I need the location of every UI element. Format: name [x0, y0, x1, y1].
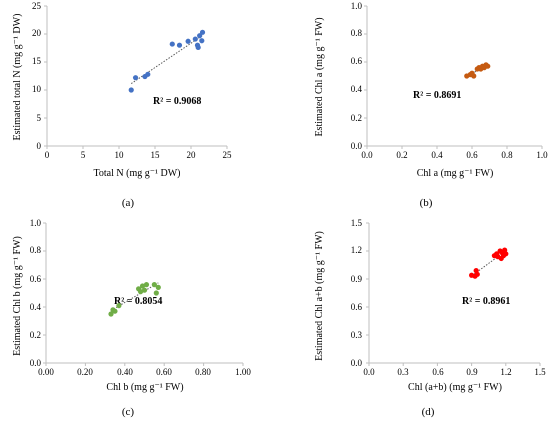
b-ytick-5: 1.0 [351, 1, 363, 11]
b-y-axis-label: Estimated Chl a (mg g⁻¹ FW) [314, 17, 325, 136]
c-data-point [139, 283, 146, 289]
d-x-axis-label: Chl (a+b) (mg g⁻¹ FW) [408, 382, 502, 393]
c-xtick-2: 0.40 [117, 367, 133, 377]
a-data-point [169, 41, 175, 47]
d-ytick-5: 1.5 [351, 218, 363, 228]
b-x-axis-label: Chl a (mg g⁻¹ FW) [417, 168, 494, 179]
c-data-point [151, 282, 157, 288]
plot-c [43, 222, 244, 366]
a-data-point [195, 44, 201, 51]
a-data-point [185, 38, 191, 44]
c-data-point [141, 287, 148, 293]
a-xtick-5: 25 [223, 150, 233, 160]
d-data-point [474, 271, 480, 277]
a-x-axis-label: Total N (mg g⁻¹ DW) [93, 168, 180, 179]
c-data-point [112, 308, 118, 314]
a-data-point [128, 87, 134, 93]
d-ytick-3: 0.9 [351, 274, 363, 284]
panel-d: 0.0 0.3 0.6 0.9 1.2 1.5 0.0 0.3 0.6 0.9 … [314, 218, 546, 418]
b-r2-label: R² = 0.8691 [413, 90, 461, 101]
b-ytick-4: 0.8 [351, 28, 363, 38]
b-ytick-3: 0.6 [351, 56, 363, 66]
d-xtick-1: 0.3 [397, 367, 409, 377]
b-xtick-3: 0.6 [466, 150, 478, 160]
plot-d [366, 222, 541, 366]
c-ytick-2: 0.4 [30, 302, 42, 312]
c-data-point [153, 290, 159, 296]
c-data-point [143, 282, 150, 288]
c-ytick-0: 0.0 [30, 358, 42, 368]
c-ytick-1: 0.2 [30, 330, 41, 340]
a-panel-label: (a) [122, 197, 135, 209]
d-xtick-2: 0.6 [432, 367, 444, 377]
d-data-point [503, 251, 509, 257]
b-xtick-5: 1.0 [536, 150, 548, 160]
a-xtick-3: 15 [151, 150, 161, 160]
d-xtick-5: 1.5 [534, 367, 546, 377]
c-data-point [137, 289, 144, 295]
b-data-point [485, 63, 491, 69]
c-xtick-4: 0.80 [195, 367, 211, 377]
a-data-point [192, 36, 198, 42]
d-panel-label: (d) [422, 406, 435, 418]
c-x-axis-label: Chl b (mg g⁻¹ FW) [106, 382, 183, 393]
panel-c: 0.00 0.20 0.40 0.60 0.80 1.00 0.0 0.2 0.… [12, 218, 251, 418]
c-y-axis-label: Estimated Chl b (mg g⁻¹ FW) [12, 236, 23, 356]
c-data-point [116, 303, 122, 309]
a-data-point [199, 38, 205, 44]
plot-a [44, 5, 228, 149]
d-r2-label: R² = 0.8961 [462, 296, 510, 307]
c-xtick-5: 1.00 [235, 367, 251, 377]
c-panel-label: (c) [122, 406, 135, 418]
b-xtick-1: 0.2 [396, 150, 407, 160]
b-panel-label: (b) [420, 197, 433, 209]
plot-b [364, 5, 543, 149]
a-y-axis-label: Estimated total N (mg g⁻¹ DW) [12, 14, 23, 141]
a-ytick-5: 25 [32, 1, 42, 11]
a-data-point [145, 71, 151, 77]
c-xtick-3: 0.60 [156, 367, 172, 377]
d-ytick-2: 0.6 [351, 302, 363, 312]
a-data-point [199, 29, 206, 35]
a-ytick-3: 15 [32, 56, 42, 66]
d-ytick-0: 0.0 [351, 358, 363, 368]
a-trendline [130, 35, 203, 85]
d-y-axis-label: Estimated Chl a+b (mg g⁻¹ FW) [314, 231, 325, 361]
a-xtick-2: 10 [115, 150, 125, 160]
c-ytick-3: 0.6 [30, 274, 42, 284]
d-ytick-1: 0.3 [351, 330, 363, 340]
c-ytick-5: 1.0 [30, 218, 42, 228]
b-ytick-2: 0.4 [351, 84, 363, 94]
b-xtick-0: 0.0 [361, 150, 373, 160]
d-xtick-0: 0.0 [363, 367, 375, 377]
b-ytick-0: 0.0 [351, 141, 363, 151]
panel-b: 0.0 0.2 0.4 0.6 0.8 1.0 0.0 0.2 0.4 0.6 … [314, 1, 548, 209]
a-xtick-4: 20 [187, 150, 197, 160]
a-ytick-0: 0 [37, 141, 42, 151]
c-ytick-4: 0.8 [30, 245, 42, 255]
a-ytick-1: 5 [37, 113, 42, 123]
a-data-point [132, 75, 139, 81]
a-data-point [176, 42, 183, 48]
a-xtick-1: 5 [81, 150, 86, 160]
b-xtick-4: 0.8 [501, 150, 513, 160]
a-ytick-2: 10 [32, 84, 42, 94]
d-xtick-3: 0.9 [466, 367, 478, 377]
c-r2-label: R² = 0.8054 [114, 296, 162, 307]
a-xtick-0: 0 [45, 150, 50, 160]
a-r2-label: R² = 0.9068 [153, 96, 201, 107]
c-data-point [108, 311, 114, 317]
panel-a: 0 5 10 15 20 25 0 5 10 15 20 25 Total N … [12, 1, 232, 209]
c-xtick-0: 0.00 [38, 367, 54, 377]
c-xtick-1: 0.20 [77, 367, 93, 377]
c-data-point [155, 284, 161, 290]
d-xtick-4: 1.2 [500, 367, 511, 377]
b-xtick-2: 0.4 [431, 150, 443, 160]
b-ytick-1: 0.2 [351, 113, 362, 123]
a-ytick-4: 20 [32, 28, 42, 38]
b-data-point [471, 73, 477, 79]
d-ytick-4: 1.2 [351, 245, 362, 255]
